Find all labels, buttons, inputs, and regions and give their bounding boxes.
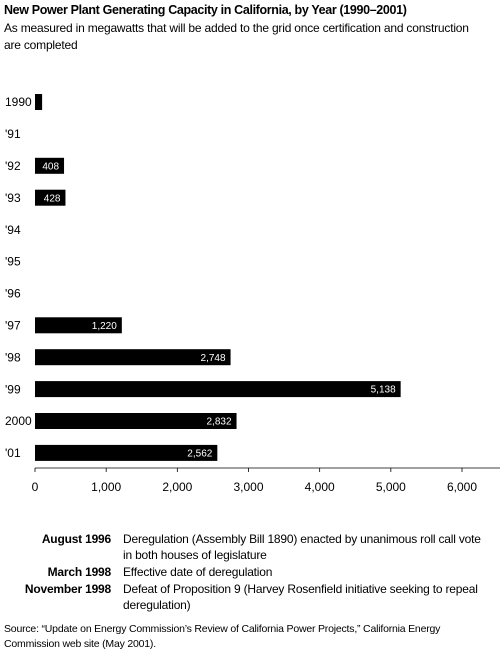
y-tick-label: '92 [5, 159, 21, 173]
x-tick-label: 0 [32, 480, 39, 494]
y-tick-label: '99 [5, 382, 21, 396]
note-row: August 1996 Deregulation (Assembly Bill 1… [0, 531, 500, 563]
x-tick-label: 6,000 [447, 480, 477, 494]
y-tick-label: '94 [5, 223, 21, 237]
value-label: 408 [42, 161, 59, 172]
y-tick-label: '96 [5, 287, 21, 301]
y-tick-label: '91 [5, 127, 21, 141]
note-date: August 1996 [41, 532, 111, 546]
note-date: November 1998 [24, 582, 111, 596]
y-tick-label: '01 [5, 446, 21, 460]
x-tick-label: 2,000 [162, 480, 192, 494]
note-text: Defeat of Proposition 9 (Harvey Rosenfie… [123, 582, 478, 612]
notes: August 1996 Deregulation (Assembly Bill 1… [0, 531, 500, 614]
bar [35, 381, 401, 398]
y-tick-label: '93 [5, 191, 21, 205]
note-text: Deregulation (Assembly Bill 1890) enacte… [123, 532, 481, 562]
bar [35, 413, 237, 429]
x-tick-label: 4,000 [305, 480, 335, 494]
y-tick-label: '98 [5, 350, 21, 364]
bar [35, 317, 122, 334]
y-tick-label: '95 [5, 255, 21, 269]
bar [35, 94, 43, 110]
y-tick-label: 1990 [5, 95, 32, 109]
bar [35, 157, 65, 174]
value-label: 428 [44, 193, 61, 204]
value-label: 1,220 [92, 321, 117, 332]
chart-title: New Power Plant Generating Capacity in C… [4, 3, 407, 17]
source: Source: “Update on Energy Commission’s R… [4, 623, 441, 650]
y-tick-label: 2000 [5, 414, 32, 428]
y-tick-label: '97 [5, 318, 21, 332]
value-label: 2,832 [207, 417, 232, 428]
bar [35, 349, 231, 366]
x-tick-label: 3,000 [233, 480, 263, 494]
bar [35, 444, 218, 461]
note-row: March 1998 Effective date of deregulation [0, 564, 500, 580]
note-row: November 1998 Defeat of Proposition 9 (Ha… [0, 581, 500, 613]
x-tick-label: 5,000 [376, 480, 406, 494]
x-tick-label: 1,000 [91, 480, 121, 494]
value-label: 5,138 [371, 385, 396, 396]
note-date: March 1998 [47, 565, 112, 579]
value-label: 2,748 [201, 353, 226, 364]
value-label: 2,562 [187, 449, 212, 460]
bar [35, 189, 66, 206]
note-text: Effective date of deregulation [123, 565, 273, 579]
chart-subtitle: As measured in megawatts that will be ad… [4, 21, 469, 52]
